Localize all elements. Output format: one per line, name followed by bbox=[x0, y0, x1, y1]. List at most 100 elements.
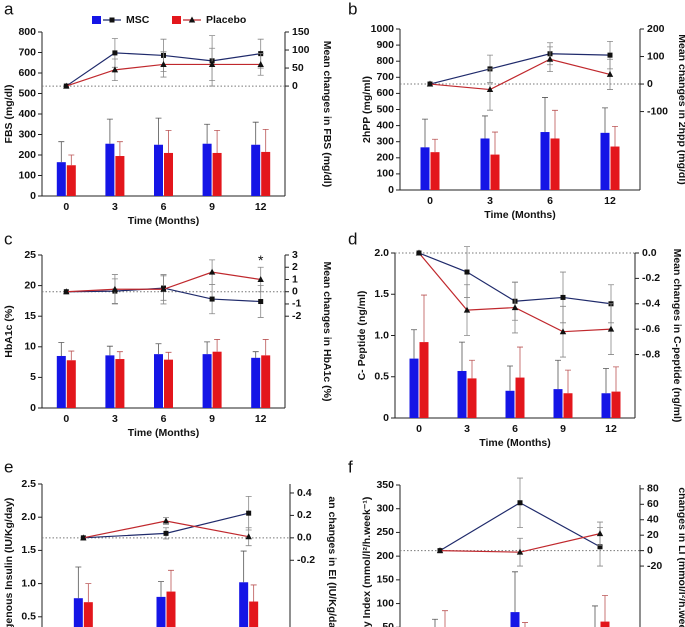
y2-tick-label: 2 bbox=[292, 261, 298, 273]
panel-label: d bbox=[348, 229, 357, 248]
marker bbox=[160, 60, 167, 67]
y-tick-label: 0 bbox=[30, 402, 36, 414]
bar bbox=[409, 358, 419, 418]
annotation: * bbox=[258, 252, 264, 268]
x-axis-label: Time (Months) bbox=[479, 437, 551, 449]
error-bar bbox=[512, 571, 518, 613]
error-bar bbox=[411, 329, 417, 359]
x-tick-label: 12 bbox=[605, 423, 617, 435]
y2-axis-label: Mean changes in 2hpp (mg/dl) bbox=[676, 34, 685, 185]
error-bar bbox=[158, 581, 164, 597]
panel: f 50 100 150 200 250 300 350 -20 0 20 40 60 80 ility I… bbox=[348, 457, 685, 627]
error-bar bbox=[116, 141, 123, 157]
x-axis-label: Time (Months) bbox=[484, 209, 556, 221]
error-bar bbox=[155, 343, 162, 355]
y-tick-label: 300 bbox=[18, 128, 36, 140]
bar bbox=[261, 355, 271, 408]
y2-tick-label: -0.6 bbox=[642, 323, 660, 335]
x-tick-label: 3 bbox=[464, 423, 470, 435]
x-tick-label: 6 bbox=[161, 201, 167, 213]
y-axis-label: HbA1c (%) bbox=[3, 305, 15, 358]
line bbox=[429, 53, 611, 85]
y-tick-label: 2.0 bbox=[374, 247, 389, 259]
x-tick-label: 12 bbox=[255, 201, 267, 213]
bar bbox=[510, 612, 520, 627]
marker bbox=[516, 548, 524, 555]
marker bbox=[464, 269, 470, 275]
bar bbox=[166, 591, 176, 627]
y2-axis-label: changes in LI (mmol/l²/h.week⁻¹) bbox=[676, 487, 685, 627]
error-bar bbox=[613, 366, 619, 392]
bar bbox=[115, 156, 125, 196]
marker bbox=[559, 328, 567, 335]
y2-axis-label: an changes in EI (IU/Kg/day) bbox=[326, 496, 338, 627]
y-tick-label: 300 bbox=[376, 135, 394, 147]
error-bar bbox=[58, 141, 65, 163]
error-bar bbox=[482, 115, 488, 139]
error-bar bbox=[204, 123, 211, 144]
y-tick-label: 100 bbox=[18, 169, 36, 181]
bar bbox=[164, 359, 173, 408]
x-tick-label: 12 bbox=[255, 413, 267, 425]
y-tick-label: 1.0 bbox=[374, 329, 389, 341]
error-bar bbox=[507, 365, 513, 391]
marker bbox=[208, 268, 216, 275]
y2-tick-label: -2 bbox=[292, 310, 301, 322]
marker bbox=[463, 306, 471, 313]
panel: e 0.5 1.0 1.5 2.0 2.5 -0.2 0.0 0.2 0.4 ogenous Ins… bbox=[3, 457, 338, 627]
error-bar bbox=[422, 118, 428, 148]
bar bbox=[600, 621, 610, 627]
bar bbox=[251, 144, 261, 196]
error-bar bbox=[250, 584, 257, 602]
y-tick-label: 400 bbox=[18, 108, 36, 120]
legend-swatch bbox=[172, 16, 181, 24]
y2-tick-label: 100 bbox=[292, 44, 310, 56]
bar bbox=[600, 132, 610, 190]
error-bar bbox=[106, 345, 113, 356]
error-bar bbox=[252, 121, 259, 145]
y-axis-label: 2hPP (mg/ml) bbox=[361, 76, 373, 143]
error-bar bbox=[552, 109, 558, 139]
panel-label: c bbox=[4, 229, 13, 248]
x-tick-label: 0 bbox=[63, 413, 69, 425]
error-bar bbox=[459, 341, 465, 371]
panel-label: e bbox=[4, 457, 13, 476]
bar bbox=[563, 393, 573, 418]
x-tick-label: 6 bbox=[161, 413, 167, 425]
y-tick-label: 0 bbox=[383, 412, 389, 424]
y2-tick-label: 3 bbox=[292, 249, 298, 261]
x-tick-label: 3 bbox=[112, 413, 118, 425]
x-tick-label: 3 bbox=[487, 195, 493, 207]
y2-tick-label: 20 bbox=[647, 529, 659, 541]
error-bar bbox=[155, 117, 162, 145]
panel: a 0 100 200 300 400 500 600 700 800 0 50 100 150 FBS (… bbox=[3, 0, 333, 227]
y-tick-label: 5 bbox=[30, 371, 36, 383]
y2-tick-label: -0.4 bbox=[642, 298, 660, 310]
y2-axis-label: Mean changes in C-peptide (ng/ml) bbox=[671, 249, 683, 423]
y-tick-label: 50 bbox=[382, 621, 394, 627]
y2-tick-label: 0 bbox=[647, 544, 653, 556]
bar bbox=[105, 355, 115, 408]
y-tick-label: 700 bbox=[18, 46, 36, 58]
y-tick-label: 10 bbox=[24, 341, 36, 353]
marker bbox=[546, 55, 554, 62]
y2-tick-label: 100 bbox=[647, 50, 665, 62]
bar bbox=[420, 147, 430, 190]
y2-tick-label: -20 bbox=[647, 560, 662, 572]
panel-label: f bbox=[348, 457, 353, 476]
error-bar bbox=[106, 118, 113, 144]
error-bar bbox=[469, 359, 475, 379]
marker bbox=[63, 82, 70, 89]
marker bbox=[436, 547, 444, 554]
marker bbox=[560, 294, 566, 300]
y2-tick-label: 0.0 bbox=[642, 247, 657, 259]
error-bar bbox=[68, 154, 75, 166]
x-tick-label: 9 bbox=[209, 413, 215, 425]
y-tick-label: 2.5 bbox=[21, 478, 36, 490]
y2-tick-label: 40 bbox=[647, 514, 659, 526]
y-tick-label: 20 bbox=[24, 279, 36, 291]
x-tick-label: 0 bbox=[427, 195, 433, 207]
y-tick-label: 0.5 bbox=[374, 371, 389, 383]
error-bar bbox=[421, 294, 427, 343]
